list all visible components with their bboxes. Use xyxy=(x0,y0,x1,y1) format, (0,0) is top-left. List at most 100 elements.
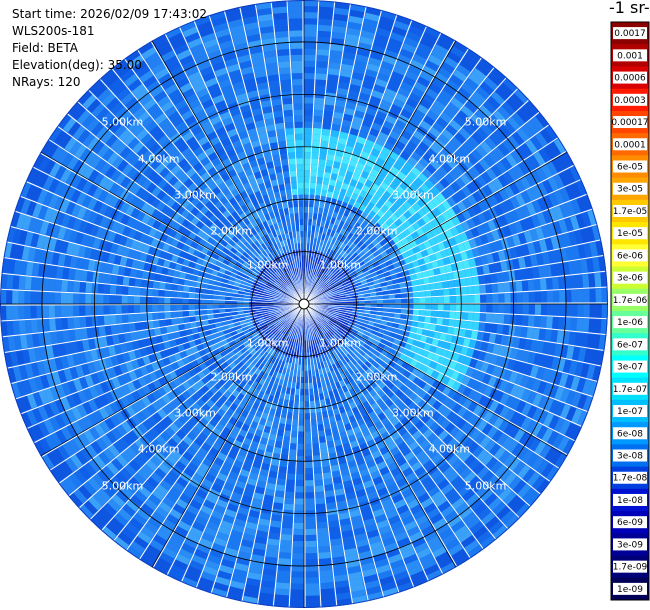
ppi-cell xyxy=(415,514,429,526)
ppi-cell xyxy=(316,381,322,389)
ppi-cell xyxy=(182,298,189,304)
ppi-cell xyxy=(389,222,399,231)
ppi-cell xyxy=(61,317,69,330)
ppi-cell xyxy=(513,164,525,179)
ppi-cell xyxy=(369,333,377,340)
ppi-cell xyxy=(431,354,441,363)
ppi-cell xyxy=(430,317,438,325)
ppi-cell xyxy=(518,362,528,375)
ppi-cell xyxy=(420,249,429,258)
ppi-cell xyxy=(296,376,301,383)
ppi-cell xyxy=(536,341,545,354)
ppi-cell xyxy=(121,313,129,324)
ppi-cell xyxy=(565,201,576,217)
ppi-cell xyxy=(360,236,369,244)
ppi-cell xyxy=(12,274,20,290)
ppi-cell xyxy=(326,191,334,199)
ppi-cell xyxy=(360,124,371,134)
ppi-cell xyxy=(467,136,480,149)
ppi-cell xyxy=(315,503,326,511)
ppi-cell xyxy=(368,365,377,373)
ppi-cell xyxy=(341,63,354,72)
ppi-cell xyxy=(426,535,441,548)
ppi-cell xyxy=(313,121,323,129)
ppi-cell xyxy=(351,173,361,182)
ppi-cell xyxy=(493,110,507,125)
ppi-cell xyxy=(304,206,309,213)
ppi-cell xyxy=(460,105,475,119)
ppi-cell xyxy=(347,360,354,368)
ppi-cell xyxy=(387,461,399,472)
ppi-cell xyxy=(367,591,383,602)
ppi-cell xyxy=(251,497,263,507)
ppi-cell xyxy=(429,105,443,117)
ppi-cell xyxy=(476,266,485,276)
ppi-cell xyxy=(24,290,31,304)
ppi-cell xyxy=(500,510,515,525)
ppi-cell xyxy=(569,425,582,442)
ppi-cell xyxy=(428,82,443,95)
ppi-cell xyxy=(595,288,602,303)
ppi-cell xyxy=(321,274,327,281)
ppi-cell xyxy=(497,106,512,121)
ppi-cell xyxy=(337,240,344,248)
ppi-cell xyxy=(206,304,213,310)
ppi-cell xyxy=(304,97,315,104)
ppi-cell xyxy=(298,413,304,420)
ppi-cell xyxy=(491,501,507,516)
ppi-cell xyxy=(429,421,440,433)
ppi-cell xyxy=(380,349,389,357)
ppi-cell xyxy=(369,95,382,106)
ppi-cell xyxy=(503,212,514,225)
ppi-cell xyxy=(140,312,147,322)
ppi-cell xyxy=(466,378,477,389)
ppi-cell xyxy=(307,225,312,232)
ppi-cell xyxy=(322,319,328,325)
ppi-cell xyxy=(317,278,322,285)
ray-gap xyxy=(303,25,428,305)
ppi-cell xyxy=(514,89,530,104)
ray-gap xyxy=(257,303,305,605)
ppi-cell xyxy=(360,562,375,572)
ppi-cell xyxy=(431,304,438,311)
ppi-cell xyxy=(121,285,129,295)
ppi-cell xyxy=(432,390,442,401)
ppi-cell xyxy=(321,252,327,260)
ppi-cell xyxy=(328,532,342,540)
ppi-cell xyxy=(331,244,338,252)
ppi-cell xyxy=(434,551,450,564)
ppi-cell xyxy=(260,580,275,589)
ppi-cell xyxy=(370,296,377,301)
ray-gap xyxy=(303,303,415,588)
ppi-cell xyxy=(418,141,430,153)
ppi-cell xyxy=(601,304,608,319)
ppi-cell xyxy=(535,253,545,267)
ppi-cell xyxy=(304,565,319,572)
ppi-cell xyxy=(580,333,589,348)
ppi-cell xyxy=(458,507,473,520)
ppi-cell xyxy=(339,131,350,140)
ppi-cell xyxy=(361,474,372,484)
ppi-cell xyxy=(308,218,313,226)
ppi-cell xyxy=(307,370,312,377)
ppi-cell xyxy=(345,310,353,314)
ppi-cell xyxy=(333,13,349,22)
ppi-cell xyxy=(432,170,444,182)
ppi-cell xyxy=(323,286,330,291)
ppi-cell xyxy=(304,0,319,7)
ppi-cell xyxy=(526,391,537,405)
ppi-cell xyxy=(336,254,343,262)
ppi-cell xyxy=(283,503,294,511)
ppi-cell xyxy=(290,571,304,578)
ppi-cell xyxy=(431,546,447,559)
ppi-cell xyxy=(318,24,333,32)
ppi-cell xyxy=(377,569,393,580)
ppi-cell xyxy=(468,258,477,268)
ppi-cell xyxy=(313,473,323,481)
ppi-cell xyxy=(304,188,310,195)
ppi-cell xyxy=(574,260,583,275)
ppi-cell xyxy=(364,485,376,495)
ppi-cell xyxy=(304,224,308,232)
ppi-cell xyxy=(343,363,351,371)
ppi-cell xyxy=(600,272,608,288)
